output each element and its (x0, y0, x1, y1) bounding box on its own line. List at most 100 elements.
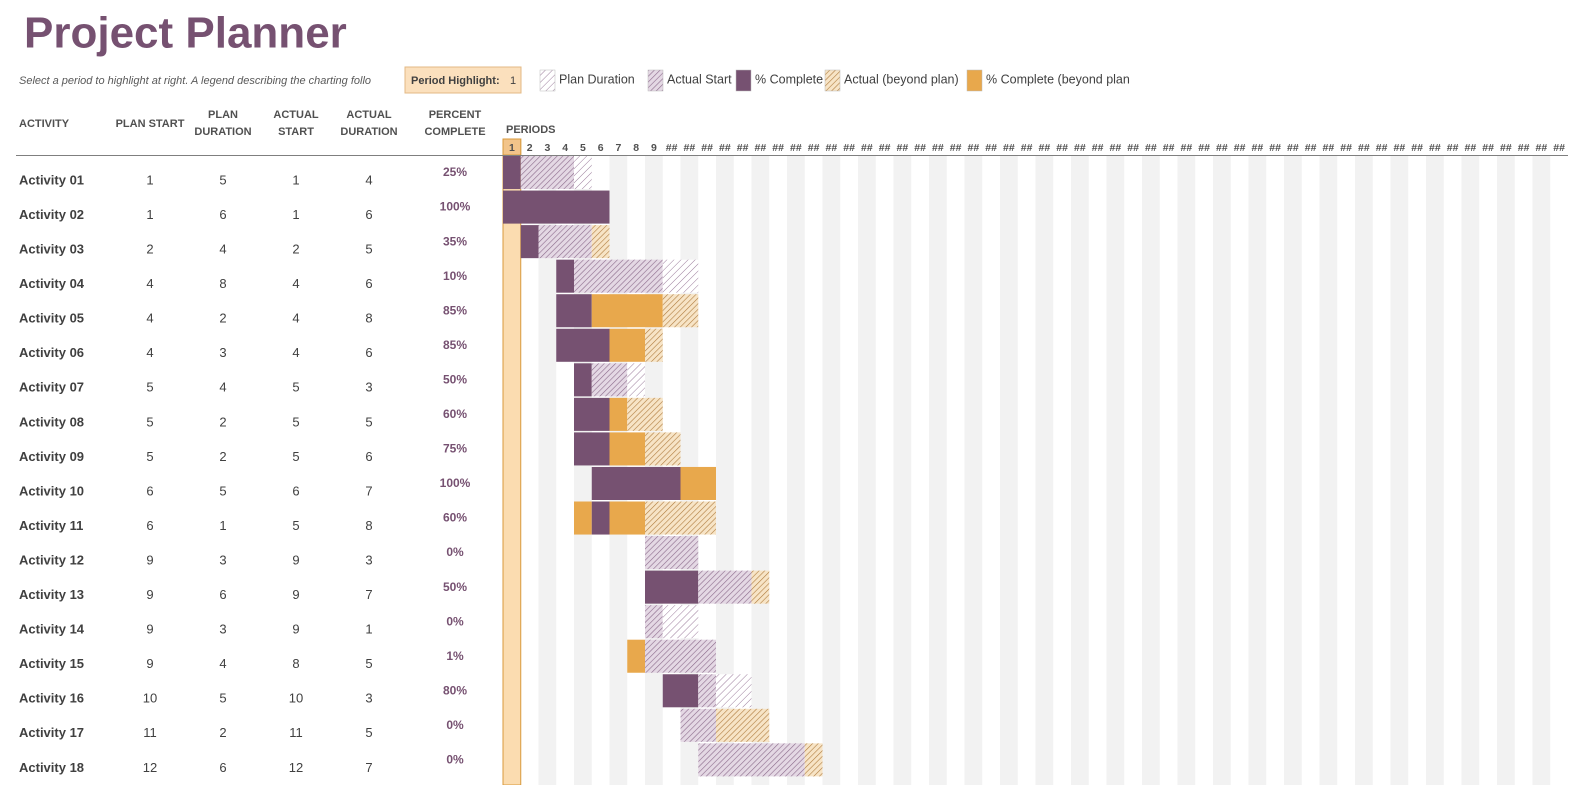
plan-bar (662, 259, 699, 293)
actual-beyond-bar (804, 743, 823, 777)
period-highlight-value[interactable]: 1 (510, 75, 516, 87)
actual-bar (698, 743, 805, 777)
period-label: ## (1429, 142, 1441, 154)
period-label: ## (1110, 142, 1122, 154)
complete-bar (556, 328, 610, 362)
legend-swatch (647, 69, 664, 92)
percent-complete: 50% (443, 372, 467, 386)
cell-value: 8 (219, 276, 226, 291)
cell-value: 5 (219, 172, 226, 187)
cell-value: 11 (143, 725, 157, 740)
period-label: ## (843, 142, 855, 154)
period-stripe (1213, 155, 1231, 785)
activity-name: Activity 01 (19, 172, 84, 187)
period-label: ## (1323, 142, 1335, 154)
cell-value: 2 (292, 242, 299, 257)
complete-bar (556, 259, 574, 293)
cell-value: 4 (146, 276, 153, 291)
cell-value: 7 (365, 483, 372, 498)
period-stripe (1355, 155, 1373, 785)
period-label: ## (1340, 142, 1352, 154)
activity-name: Activity 10 (19, 483, 84, 498)
column-header: PLAN START (116, 118, 185, 130)
column-header: ACTUAL (273, 109, 318, 121)
legend-label: Actual Start (667, 72, 732, 86)
period-label: 2 (527, 142, 533, 154)
period-label: ## (1358, 142, 1370, 154)
actual-bar (591, 363, 628, 397)
period-stripe (1248, 155, 1267, 785)
cell-value: 6 (292, 483, 299, 498)
cell-value: 8 (365, 518, 372, 533)
period-label: 1 (509, 142, 515, 154)
percent-complete: 100% (440, 200, 471, 214)
period-label: ## (1003, 142, 1015, 154)
actual-bar (698, 570, 752, 604)
percent-complete: 35% (443, 234, 467, 248)
cell-value: 5 (365, 656, 372, 671)
period-stripe (1071, 155, 1089, 785)
period-label: ## (1216, 142, 1228, 154)
cell-value: 1 (292, 207, 299, 222)
period-label: ## (950, 142, 962, 154)
column-header: START (278, 126, 314, 138)
activity-name: Activity 06 (19, 345, 84, 360)
period-stripe (1532, 155, 1551, 785)
period-stripe (929, 155, 947, 785)
cell-value: 4 (146, 311, 153, 326)
percent-complete: 85% (443, 303, 467, 317)
cell-value: 8 (292, 656, 299, 671)
period-label: ## (1181, 142, 1193, 154)
title: Project Planner (24, 9, 347, 58)
cell-value: 1 (219, 518, 226, 533)
period-stripe (1284, 155, 1302, 785)
cell-value: 5 (292, 414, 299, 429)
period-label: ## (1074, 142, 1086, 154)
column-header: DURATION (340, 126, 397, 138)
complete-beyond-bar (609, 432, 645, 466)
period-stripe (1000, 155, 1018, 785)
activity-name: Activity 11 (19, 518, 83, 533)
period-label: ## (1376, 142, 1388, 154)
activity-name: Activity 14 (19, 622, 85, 637)
cell-value: 7 (365, 760, 372, 775)
period-label: ## (1394, 142, 1406, 154)
period-label: ## (684, 142, 696, 154)
percent-complete: 0% (446, 614, 464, 628)
cell-value: 9 (146, 656, 153, 671)
percent-complete: 85% (443, 338, 467, 352)
period-highlight-label: Period Highlight: (411, 75, 500, 87)
legend-label: % Complete (beyond plan (986, 72, 1130, 86)
cell-value: 4 (292, 311, 299, 326)
period-label: ## (1553, 142, 1565, 154)
period-label: ## (1092, 142, 1104, 154)
cell-value: 9 (292, 552, 299, 567)
cell-value: 5 (219, 691, 226, 706)
cell-value: 9 (292, 622, 299, 637)
actual-bar (574, 259, 663, 293)
period-label: ## (1127, 142, 1139, 154)
actual-bar (645, 536, 699, 570)
activity-name: Activity 17 (19, 725, 84, 740)
cell-value: 6 (365, 449, 372, 464)
cell-value: 11 (289, 725, 303, 740)
period-label: ## (1447, 142, 1459, 154)
cell-value: 9 (146, 587, 153, 602)
cell-value: 1 (146, 207, 153, 222)
period-label: ## (1056, 142, 1068, 154)
cell-value: 5 (365, 414, 372, 429)
cell-value: 4 (219, 242, 226, 257)
period-highlight-box[interactable] (404, 66, 522, 94)
percent-complete: 60% (443, 511, 467, 525)
period-label: ## (932, 142, 944, 154)
actual-beyond-bar (591, 225, 610, 259)
actual-bar (538, 225, 592, 259)
complete-bar (574, 397, 610, 431)
activity-name: Activity 05 (19, 311, 84, 326)
cell-value: 10 (143, 691, 157, 706)
legend-label: Plan Duration (559, 72, 635, 86)
period-label: ## (1500, 142, 1512, 154)
cell-value: 6 (219, 207, 226, 222)
percent-complete: 60% (443, 407, 467, 421)
